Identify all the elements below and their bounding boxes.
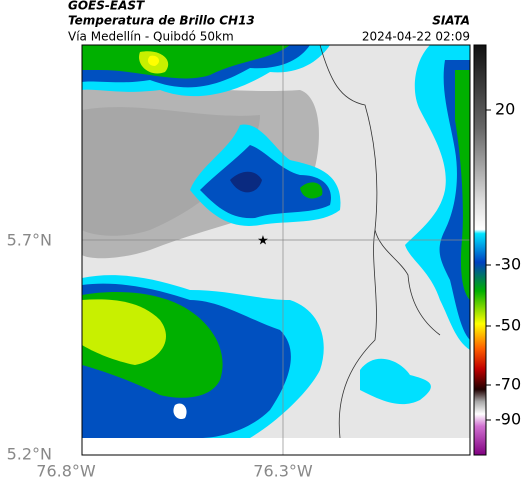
colorbar-ticks: 20 -30 -50 -70 -90 — [486, 100, 521, 429]
lon-label: 76.3°W — [253, 462, 313, 481]
lat-label: 5.2°N — [7, 445, 52, 464]
colorbar-tick-label: -90 — [495, 410, 521, 429]
colorbar-tick-label: 20 — [495, 100, 515, 119]
colorbar-tick-label: -30 — [495, 255, 521, 274]
satellite-image — [82, 45, 470, 438]
agency: SIATA — [432, 14, 470, 28]
colorbar-tick-label: -50 — [495, 316, 521, 335]
colorbar — [473, 44, 487, 456]
lon-label: 76.8°W — [36, 462, 96, 481]
map-frame — [81, 44, 471, 456]
location-marker: ★ — [257, 234, 269, 249]
timestamp: 2024-04-22 02:09 — [362, 30, 470, 44]
title: Temperatura de Brillo CH13 — [68, 14, 255, 28]
lat-label: 5.7°N — [7, 231, 52, 250]
subtitle: Vía Medellín - Quibdó 50km — [68, 30, 234, 44]
source: GOES-EAST — [68, 0, 145, 13]
colorbar-tick-label: -70 — [495, 375, 521, 394]
